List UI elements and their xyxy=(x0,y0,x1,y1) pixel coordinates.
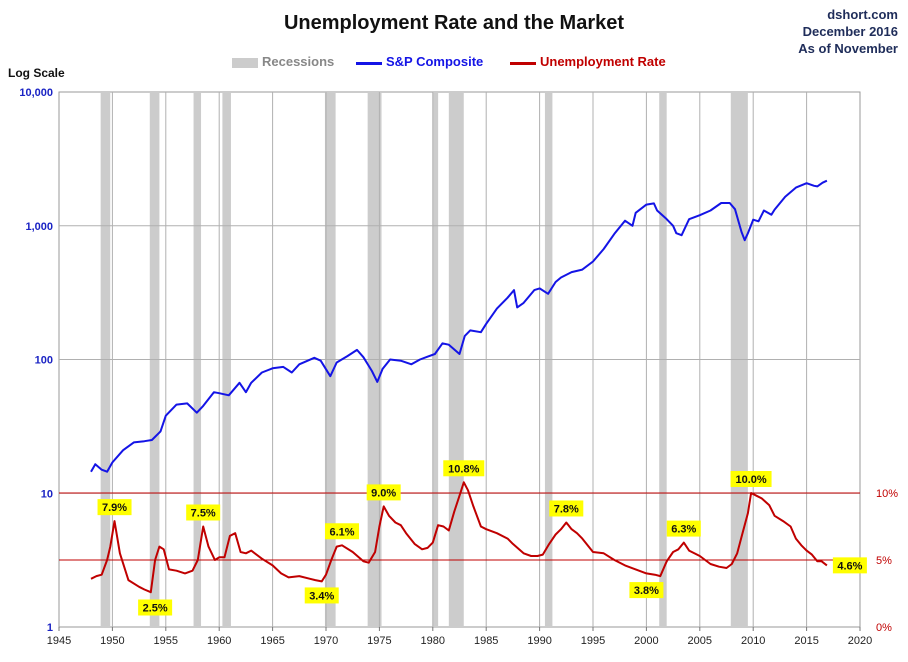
annotation-box xyxy=(138,599,173,616)
right-axis-tick-label: 0% xyxy=(876,622,892,634)
legend-label-recessions: Recessions xyxy=(262,54,335,69)
annotation-0: 7.9% xyxy=(97,499,132,516)
axis-ticks: 10,000 1,000 100 10 1 10% 5% 0% 1945 1950 1955 1960… xyxy=(19,87,898,647)
left-axis-tick-label: 1,000 xyxy=(25,221,53,233)
chart-legend: Recessions S&P Composite Unemployment Ra… xyxy=(0,54,908,72)
annotation-10: 10.0% xyxy=(730,471,772,487)
left-axis-tick-label: 10,000 xyxy=(19,87,53,99)
annotation-label: 7.9% xyxy=(102,502,127,514)
x-axis-tick-label: 2005 xyxy=(688,635,712,647)
annotation-label: 3.8% xyxy=(634,585,659,597)
x-axis-tick-label: 2000 xyxy=(634,635,658,647)
sp-composite-line xyxy=(90,179,828,473)
annotation-label: 3.4% xyxy=(309,590,334,602)
annotation-label: 7.5% xyxy=(191,508,216,520)
annotation-2: 7.5% xyxy=(186,504,221,521)
annotation-label: 4.6% xyxy=(837,560,862,572)
annotation-box xyxy=(549,500,584,517)
legend-label-sp: S&P Composite xyxy=(386,54,484,69)
annotation-label: 10.8% xyxy=(448,463,479,475)
grid-lines xyxy=(59,92,860,627)
x-axis-tick-label: 1955 xyxy=(154,635,178,647)
annotation-label: 2.5% xyxy=(143,603,168,615)
x-axis-tick-label: 2020 xyxy=(848,635,872,647)
annotation-label: 6.3% xyxy=(671,524,696,536)
annotation-6: 10.8% xyxy=(443,460,485,477)
left-axis-tick-label: 10 xyxy=(41,488,53,500)
source-site: dshort.com xyxy=(827,7,898,22)
annotation-box xyxy=(366,484,401,501)
right-axis-tick-label: 10% xyxy=(876,488,898,500)
annotation-box xyxy=(304,587,339,604)
x-axis-tick-label: 1990 xyxy=(527,635,551,647)
legend-label-unemployment: Unemployment Rate xyxy=(540,54,666,69)
annotation-box xyxy=(443,460,485,477)
x-axis-tick-label: 1960 xyxy=(207,635,231,647)
legend-swatch-sp xyxy=(356,62,382,65)
annotation-box xyxy=(186,504,221,521)
right-axis-tick-label: 5% xyxy=(876,555,892,567)
annotation-8: 3.8% xyxy=(629,582,664,599)
legend-swatch-recessions xyxy=(232,58,258,68)
annotation-label: 7.8% xyxy=(554,503,579,515)
x-axis-tick-label: 2015 xyxy=(794,635,818,647)
annotation-label: 10.0% xyxy=(735,474,766,486)
left-axis-tick-label: 1 xyxy=(47,622,53,634)
series-lines xyxy=(90,179,828,594)
x-axis-tick-label: 1995 xyxy=(581,635,605,647)
x-axis-tick-label: 1965 xyxy=(260,635,284,647)
unemployment-rate-line xyxy=(90,481,828,594)
left-axis-label: Log Scale xyxy=(8,66,65,80)
annotation-4: 6.1% xyxy=(325,523,360,540)
annotation-box xyxy=(325,523,360,540)
annotation-11: 4.6% xyxy=(832,557,867,574)
source-date: December 2016 xyxy=(802,24,898,39)
annotation-label: 9.0% xyxy=(371,487,396,499)
legend-swatch-unemployment xyxy=(510,62,536,65)
annotations: 7.9% 2.5% 7.5% 3.4% 6.1% 9.0% 10.8% 7.8% 3.8% 6.3… xyxy=(97,460,867,616)
annotation-3: 3.4% xyxy=(304,587,339,604)
x-axis-tick-label: 1985 xyxy=(474,635,498,647)
x-axis-tick-label: 1980 xyxy=(421,635,445,647)
x-axis-tick-label: 1945 xyxy=(47,635,71,647)
source-info: dshort.com December 2016 As of November xyxy=(798,6,898,57)
x-axis-tick-label: 1975 xyxy=(367,635,391,647)
annotation-box xyxy=(629,582,664,599)
annotation-7: 7.8% xyxy=(549,500,584,517)
annotation-box xyxy=(666,520,701,537)
annotation-box xyxy=(832,557,867,574)
x-axis-tick-label: 2010 xyxy=(741,635,765,647)
x-axis-tick-label: 1970 xyxy=(314,635,338,647)
source-asof: As of November xyxy=(798,41,898,56)
annotation-1: 2.5% xyxy=(138,599,173,616)
annotation-label: 6.1% xyxy=(329,526,354,538)
annotation-box xyxy=(730,471,772,487)
annotation-9: 6.3% xyxy=(666,520,701,537)
x-axis-tick-label: 1950 xyxy=(100,635,124,647)
annotation-5: 9.0% xyxy=(366,484,401,501)
chart-title: Unemployment Rate and the Market xyxy=(283,12,625,34)
left-axis-tick-label: 100 xyxy=(35,355,53,367)
annotation-box xyxy=(97,499,132,516)
